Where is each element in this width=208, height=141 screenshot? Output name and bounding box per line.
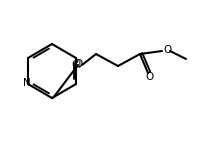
Text: O: O (145, 72, 153, 82)
Text: O: O (74, 59, 83, 69)
Text: N: N (23, 78, 31, 88)
Text: O: O (163, 45, 171, 55)
Text: Cl: Cl (72, 60, 82, 70)
